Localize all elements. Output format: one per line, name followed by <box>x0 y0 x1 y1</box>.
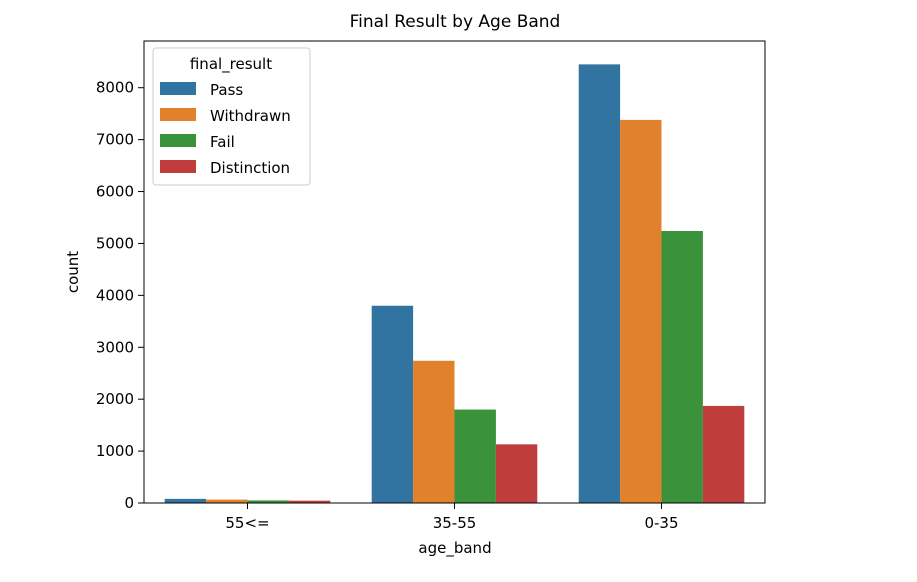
y-tick-label: 1000 <box>96 442 134 460</box>
bar-distinction-35-55 <box>495 444 538 503</box>
legend-label-pass: Pass <box>210 81 243 99</box>
bar-fail-0-35 <box>661 230 703 503</box>
legend-swatch-distinction <box>160 160 196 173</box>
bar-withdrawn-55 <box>206 499 248 503</box>
bar-pass-0-35 <box>578 64 621 503</box>
y-axis: 0 1000 2000 3000 4000 5000 6000 7000 8000 <box>96 79 144 512</box>
y-tick-label: 3000 <box>96 338 134 356</box>
plot-area <box>143 40 766 504</box>
x-tick-label: 35-55 <box>433 514 477 532</box>
legend-label-withdrawn: Withdrawn <box>210 107 291 125</box>
bar-withdrawn-0-35 <box>620 119 662 503</box>
x-axis-label: age_band <box>418 539 491 558</box>
legend-swatch-pass <box>160 82 196 95</box>
legend: final_result Pass Withdrawn Fail Distinctio… <box>152 47 311 186</box>
y-tick-label: 2000 <box>96 390 134 408</box>
bar-pass-55 <box>164 498 207 503</box>
legend-label-distinction: Distinction <box>210 159 290 177</box>
bars-layer <box>164 64 745 503</box>
legend-swatch-withdrawn <box>160 108 196 121</box>
y-tick-label: 7000 <box>96 131 134 149</box>
y-tick-label: 5000 <box>96 234 134 252</box>
y-tick-label: 8000 <box>96 79 134 97</box>
bar-pass-35-55 <box>371 305 414 503</box>
bar-withdrawn-35-55 <box>413 360 455 503</box>
y-tick-label: 0 <box>124 494 134 512</box>
y-axis-label: count <box>64 251 82 293</box>
bar-distinction-55 <box>288 500 331 503</box>
bar-distinction-0-35 <box>702 405 745 503</box>
legend-swatch-fail <box>160 134 196 147</box>
y-tick-label: 6000 <box>96 183 134 201</box>
y-tick-label: 4000 <box>96 286 134 304</box>
x-axis: 55<= 35-55 0-35 <box>225 503 679 532</box>
x-tick-label: 55<= <box>225 514 269 532</box>
chart-title: Final Result by Age Band <box>350 12 561 32</box>
bar-fail-35-55 <box>454 409 496 503</box>
bar-fail-55 <box>247 500 289 503</box>
legend-label-fail: Fail <box>210 133 235 151</box>
legend-title: final_result <box>190 55 272 74</box>
x-tick-label: 0-35 <box>644 514 678 532</box>
